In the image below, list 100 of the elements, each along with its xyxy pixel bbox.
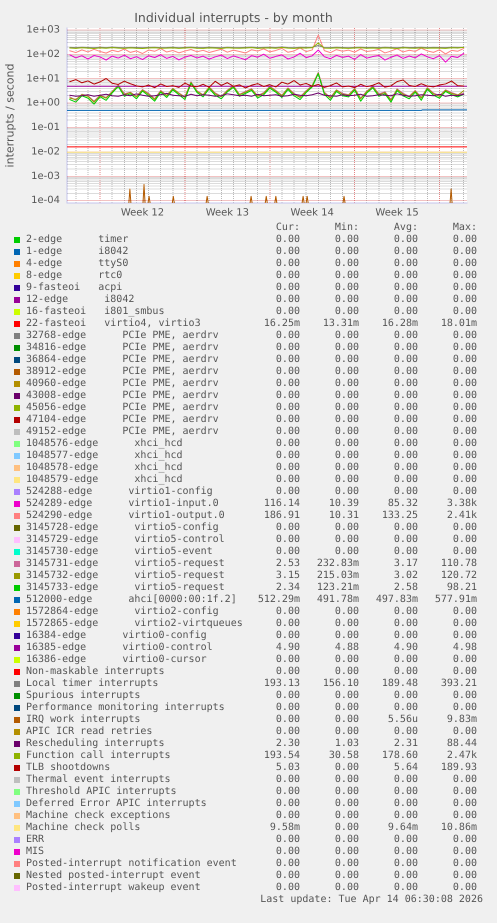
- text: 0.00: [274, 630, 300, 642]
- text: 0.00: [394, 774, 418, 785]
- text: 0.00: [276, 402, 300, 413]
- legend-label: Spurious interrupts: [26, 690, 140, 702]
- legend-label: APIC ICR read retries: [26, 726, 152, 738]
- text: 0.00: [334, 618, 359, 629]
- text: Avg:: [394, 222, 418, 233]
- text: 0.00: [334, 822, 359, 833]
- text: 0.00: [274, 234, 300, 246]
- text: 0.00: [394, 546, 418, 557]
- text: 0.00: [334, 258, 359, 269]
- text: 0.00: [452, 810, 477, 821]
- y-axis-title: interrupts / second: [3, 64, 16, 168]
- text: 0.00: [276, 486, 300, 497]
- text: 0.00: [452, 390, 477, 401]
- text: 0.00: [334, 522, 359, 533]
- text: 0.00: [452, 426, 477, 437]
- text: 0.00: [394, 702, 418, 713]
- text: 0.00: [452, 666, 477, 677]
- text: 3.17: [394, 558, 418, 569]
- text: 0.00: [452, 870, 477, 881]
- text: 178.60: [382, 750, 418, 761]
- text: Cur:: [274, 222, 300, 234]
- text: Last update: Tue Apr 14 06:30:08 2026: [259, 894, 483, 906]
- text: 0.00: [394, 342, 418, 353]
- text: 3.15: [276, 570, 300, 581]
- text: 18.01m: [440, 318, 477, 329]
- text: 0.00: [452, 246, 477, 257]
- y-tick-label: 1e-01: [31, 122, 60, 134]
- text: 0.00: [452, 354, 477, 365]
- text: 0.00: [394, 522, 418, 533]
- y-tick-label: 1e+00: [26, 98, 60, 109]
- text: 0.00: [394, 450, 418, 461]
- text: 0.00: [334, 342, 359, 353]
- legend-label: 3145732-edge virtio5-request: [26, 570, 225, 582]
- text: 0.00: [334, 630, 359, 641]
- text: 189.48: [382, 678, 418, 689]
- text: 0.00: [452, 306, 477, 317]
- text: Min:: [334, 222, 359, 233]
- text: 0.00: [276, 426, 300, 437]
- text: 4.88: [334, 642, 359, 653]
- text: 116.14: [264, 498, 300, 509]
- y-tick-label: 1e+03: [26, 24, 60, 36]
- text: 0.00: [274, 450, 300, 462]
- text: 3.02: [394, 570, 418, 581]
- legend-label: MIS: [26, 846, 44, 858]
- text: 0.00: [334, 666, 359, 677]
- text: 0.00: [452, 522, 477, 533]
- legend-label: 45056-edge PCIe PME, aerdrv: [26, 402, 219, 414]
- text: 186.91: [264, 510, 300, 521]
- legend-label: Performance monitoring interrupts: [26, 702, 225, 714]
- text: 0.00: [276, 330, 300, 341]
- legend-label: IRQ work interrupts: [26, 714, 140, 726]
- text: 0.00: [452, 462, 477, 473]
- text: 0.00: [334, 762, 359, 773]
- text: 0.00: [394, 630, 418, 641]
- text: 193.54: [262, 750, 300, 762]
- text: 0.00: [334, 810, 359, 821]
- text: 2.30: [274, 738, 300, 750]
- text: 0.00: [394, 234, 418, 245]
- text: 0.00: [452, 486, 477, 497]
- text: 0.00: [334, 414, 359, 425]
- text: 0.00: [276, 858, 300, 869]
- text: 0.00: [274, 882, 300, 894]
- text: 2.53: [276, 558, 300, 569]
- text: 5.03: [274, 762, 300, 774]
- text: 0.00: [394, 798, 418, 809]
- legend-label: Nested posted-interrupt event: [26, 870, 201, 882]
- text: 0.00: [394, 786, 418, 797]
- x-tick-label: Week 15: [375, 208, 419, 219]
- text: 1.03: [334, 738, 359, 749]
- text: 512.29m: [258, 594, 300, 605]
- text: 0.00: [394, 486, 418, 497]
- text: 0.00: [394, 690, 418, 701]
- text: 0.00: [394, 294, 418, 305]
- text: 0.00: [452, 726, 477, 737]
- text: 0.00: [334, 702, 359, 713]
- legend-label: 1-edge i8042: [26, 246, 128, 258]
- legend-label: 32768-edge PCIe PME, aerdrv: [26, 330, 219, 342]
- text: 0.00: [394, 330, 418, 341]
- legend-label: Threshold APIC interrupts: [26, 786, 177, 798]
- text: 0.00: [274, 270, 300, 282]
- text: 0.00: [394, 726, 418, 737]
- text: 0.00: [452, 270, 477, 281]
- text: 2.31: [394, 738, 418, 749]
- text: 0.00: [394, 846, 418, 857]
- text: 0.00: [452, 834, 477, 845]
- text: 0.00: [334, 294, 359, 305]
- text: 0.00: [394, 426, 418, 437]
- text: 30.58: [328, 750, 359, 761]
- legend-label: Thermal event interrupts: [26, 774, 170, 786]
- text: 0.00: [274, 282, 300, 294]
- text: 0.00: [334, 798, 359, 809]
- text: 10.86m: [440, 822, 477, 833]
- text: 215.03m: [316, 570, 359, 581]
- legend-label: 524290-edge virtio1-output.0: [26, 510, 225, 522]
- legend-label: 22-fasteoi virtio4, virtio3: [26, 318, 201, 330]
- text: 0.00: [394, 306, 418, 317]
- text: 0.00: [452, 378, 477, 389]
- text: 0.00: [394, 366, 418, 377]
